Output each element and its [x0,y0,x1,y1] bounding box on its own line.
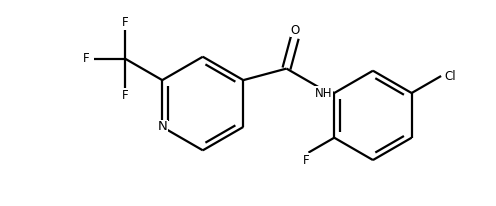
Text: N: N [157,121,167,133]
Text: F: F [122,89,129,102]
Text: F: F [303,153,310,166]
Text: O: O [290,24,300,37]
Text: F: F [83,52,89,65]
Text: NH: NH [315,87,332,99]
Text: Cl: Cl [445,69,456,83]
Text: F: F [122,16,129,29]
